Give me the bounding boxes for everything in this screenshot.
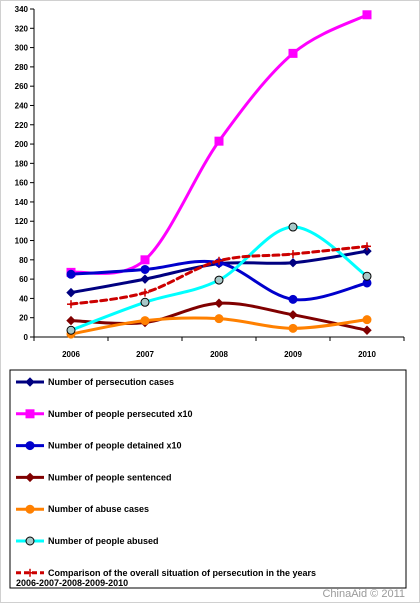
data-point	[66, 325, 76, 335]
y-tick-label: 140	[15, 198, 29, 207]
data-point	[214, 298, 224, 308]
data-point	[288, 258, 298, 268]
legend-label-line: Number of people detained x10	[48, 441, 182, 451]
legend-label-line: 2006-2007-2008-2009-2010	[16, 578, 128, 588]
data-point	[362, 315, 372, 325]
legend-swatch-marker	[25, 409, 35, 419]
data-point	[288, 310, 298, 320]
data-point	[214, 314, 224, 324]
legend-label: Number of people detained x10	[48, 441, 182, 451]
y-tick-label: 160	[15, 179, 29, 188]
legend-label: Number of people sentenced	[48, 472, 172, 482]
y-tick-label: 340	[15, 5, 29, 14]
legend-label-line: Number of people persecuted x10	[48, 409, 193, 419]
series-6	[66, 222, 372, 335]
legend-item: Comparison of the overall situation of p…	[16, 568, 316, 588]
legend-label: Comparison of the overall situation of p…	[16, 568, 316, 588]
legend-label-line: Number of abuse cases	[48, 504, 149, 514]
y-tick-label: 240	[15, 101, 29, 110]
legend-label: Number of abuse cases	[48, 504, 149, 514]
legend-swatch-marker	[26, 568, 34, 577]
legend: Number of persecution cases Number of peo…	[16, 377, 316, 588]
x-tick-label: 2010	[358, 350, 376, 359]
y-tick-label: 200	[15, 140, 29, 149]
y-tick-label: 280	[15, 63, 29, 72]
legend-swatch-marker	[25, 441, 35, 451]
data-point	[288, 323, 298, 333]
y-tick-label: 220	[15, 121, 29, 130]
y-tick-label: 60	[19, 275, 28, 284]
y-tick-label: 120	[15, 217, 29, 226]
data-point	[288, 222, 298, 232]
data-point	[67, 300, 75, 309]
legend-label-line: Number of people abused	[48, 536, 159, 546]
data-point	[288, 294, 298, 304]
legend-box	[9, 369, 407, 589]
data-point	[363, 242, 371, 251]
x-tick-label: 2009	[284, 350, 302, 359]
watermark: ChinaAid © 2011	[322, 588, 405, 600]
data-point	[140, 297, 150, 307]
legend-item: Number of persecution cases	[16, 377, 174, 387]
legend-swatch-marker	[25, 472, 35, 483]
data-point	[140, 316, 150, 326]
legend-swatch-marker	[25, 536, 35, 546]
y-tick-label: 180	[15, 159, 29, 168]
data-point	[362, 325, 372, 335]
data-point	[289, 250, 297, 259]
series-7	[67, 242, 371, 309]
data-point	[362, 271, 372, 281]
data-point	[214, 136, 224, 146]
legend-label-line: Number of people sentenced	[48, 472, 172, 482]
y-tick-label: 20	[19, 314, 28, 323]
legend-swatch-marker	[25, 377, 35, 387]
y-tick-label: 0	[24, 333, 29, 342]
legend-label: Number of people abused	[48, 536, 159, 546]
data-point	[141, 288, 149, 297]
legend-label-line: Comparison of the overall situation of p…	[48, 568, 316, 578]
x-tick-label: 2006	[62, 350, 80, 359]
legend-item: Number of people sentenced	[16, 472, 172, 482]
data-point	[66, 287, 76, 298]
data-point	[66, 315, 76, 326]
legend-item: Number of people detained x10	[16, 441, 182, 451]
data-point	[362, 10, 372, 20]
legend-label: Number of persecution cases	[48, 377, 174, 387]
legend-swatch-marker	[25, 504, 35, 514]
data-point	[140, 255, 150, 265]
y-tick-label: 40	[19, 294, 28, 303]
plot-area: 0 20 40 60 80 100 120 140 160 180 200 220 240 260 280 3…	[15, 5, 405, 359]
data-point	[215, 256, 223, 265]
y-tick-label: 100	[15, 237, 29, 246]
x-tick-label: 2008	[210, 350, 228, 359]
x-tick-label: 2007	[136, 350, 154, 359]
data-point	[66, 269, 76, 279]
data-point	[362, 246, 372, 256]
data-point	[140, 274, 150, 284]
legend-item: Number of people persecuted x10	[16, 409, 193, 419]
legend-item: Number of abuse cases	[16, 504, 149, 514]
legend-item: Number of people abused	[16, 536, 159, 546]
y-tick-label: 320	[15, 24, 29, 33]
y-tick-label: 260	[15, 82, 29, 91]
data-point	[288, 48, 298, 58]
data-point	[140, 264, 150, 274]
y-tick-label: 80	[19, 256, 28, 265]
data-point	[214, 275, 224, 285]
legend-label-line: Number of persecution cases	[48, 377, 174, 387]
legend-label: Number of people persecuted x10	[48, 409, 193, 419]
y-tick-label: 300	[15, 44, 29, 53]
